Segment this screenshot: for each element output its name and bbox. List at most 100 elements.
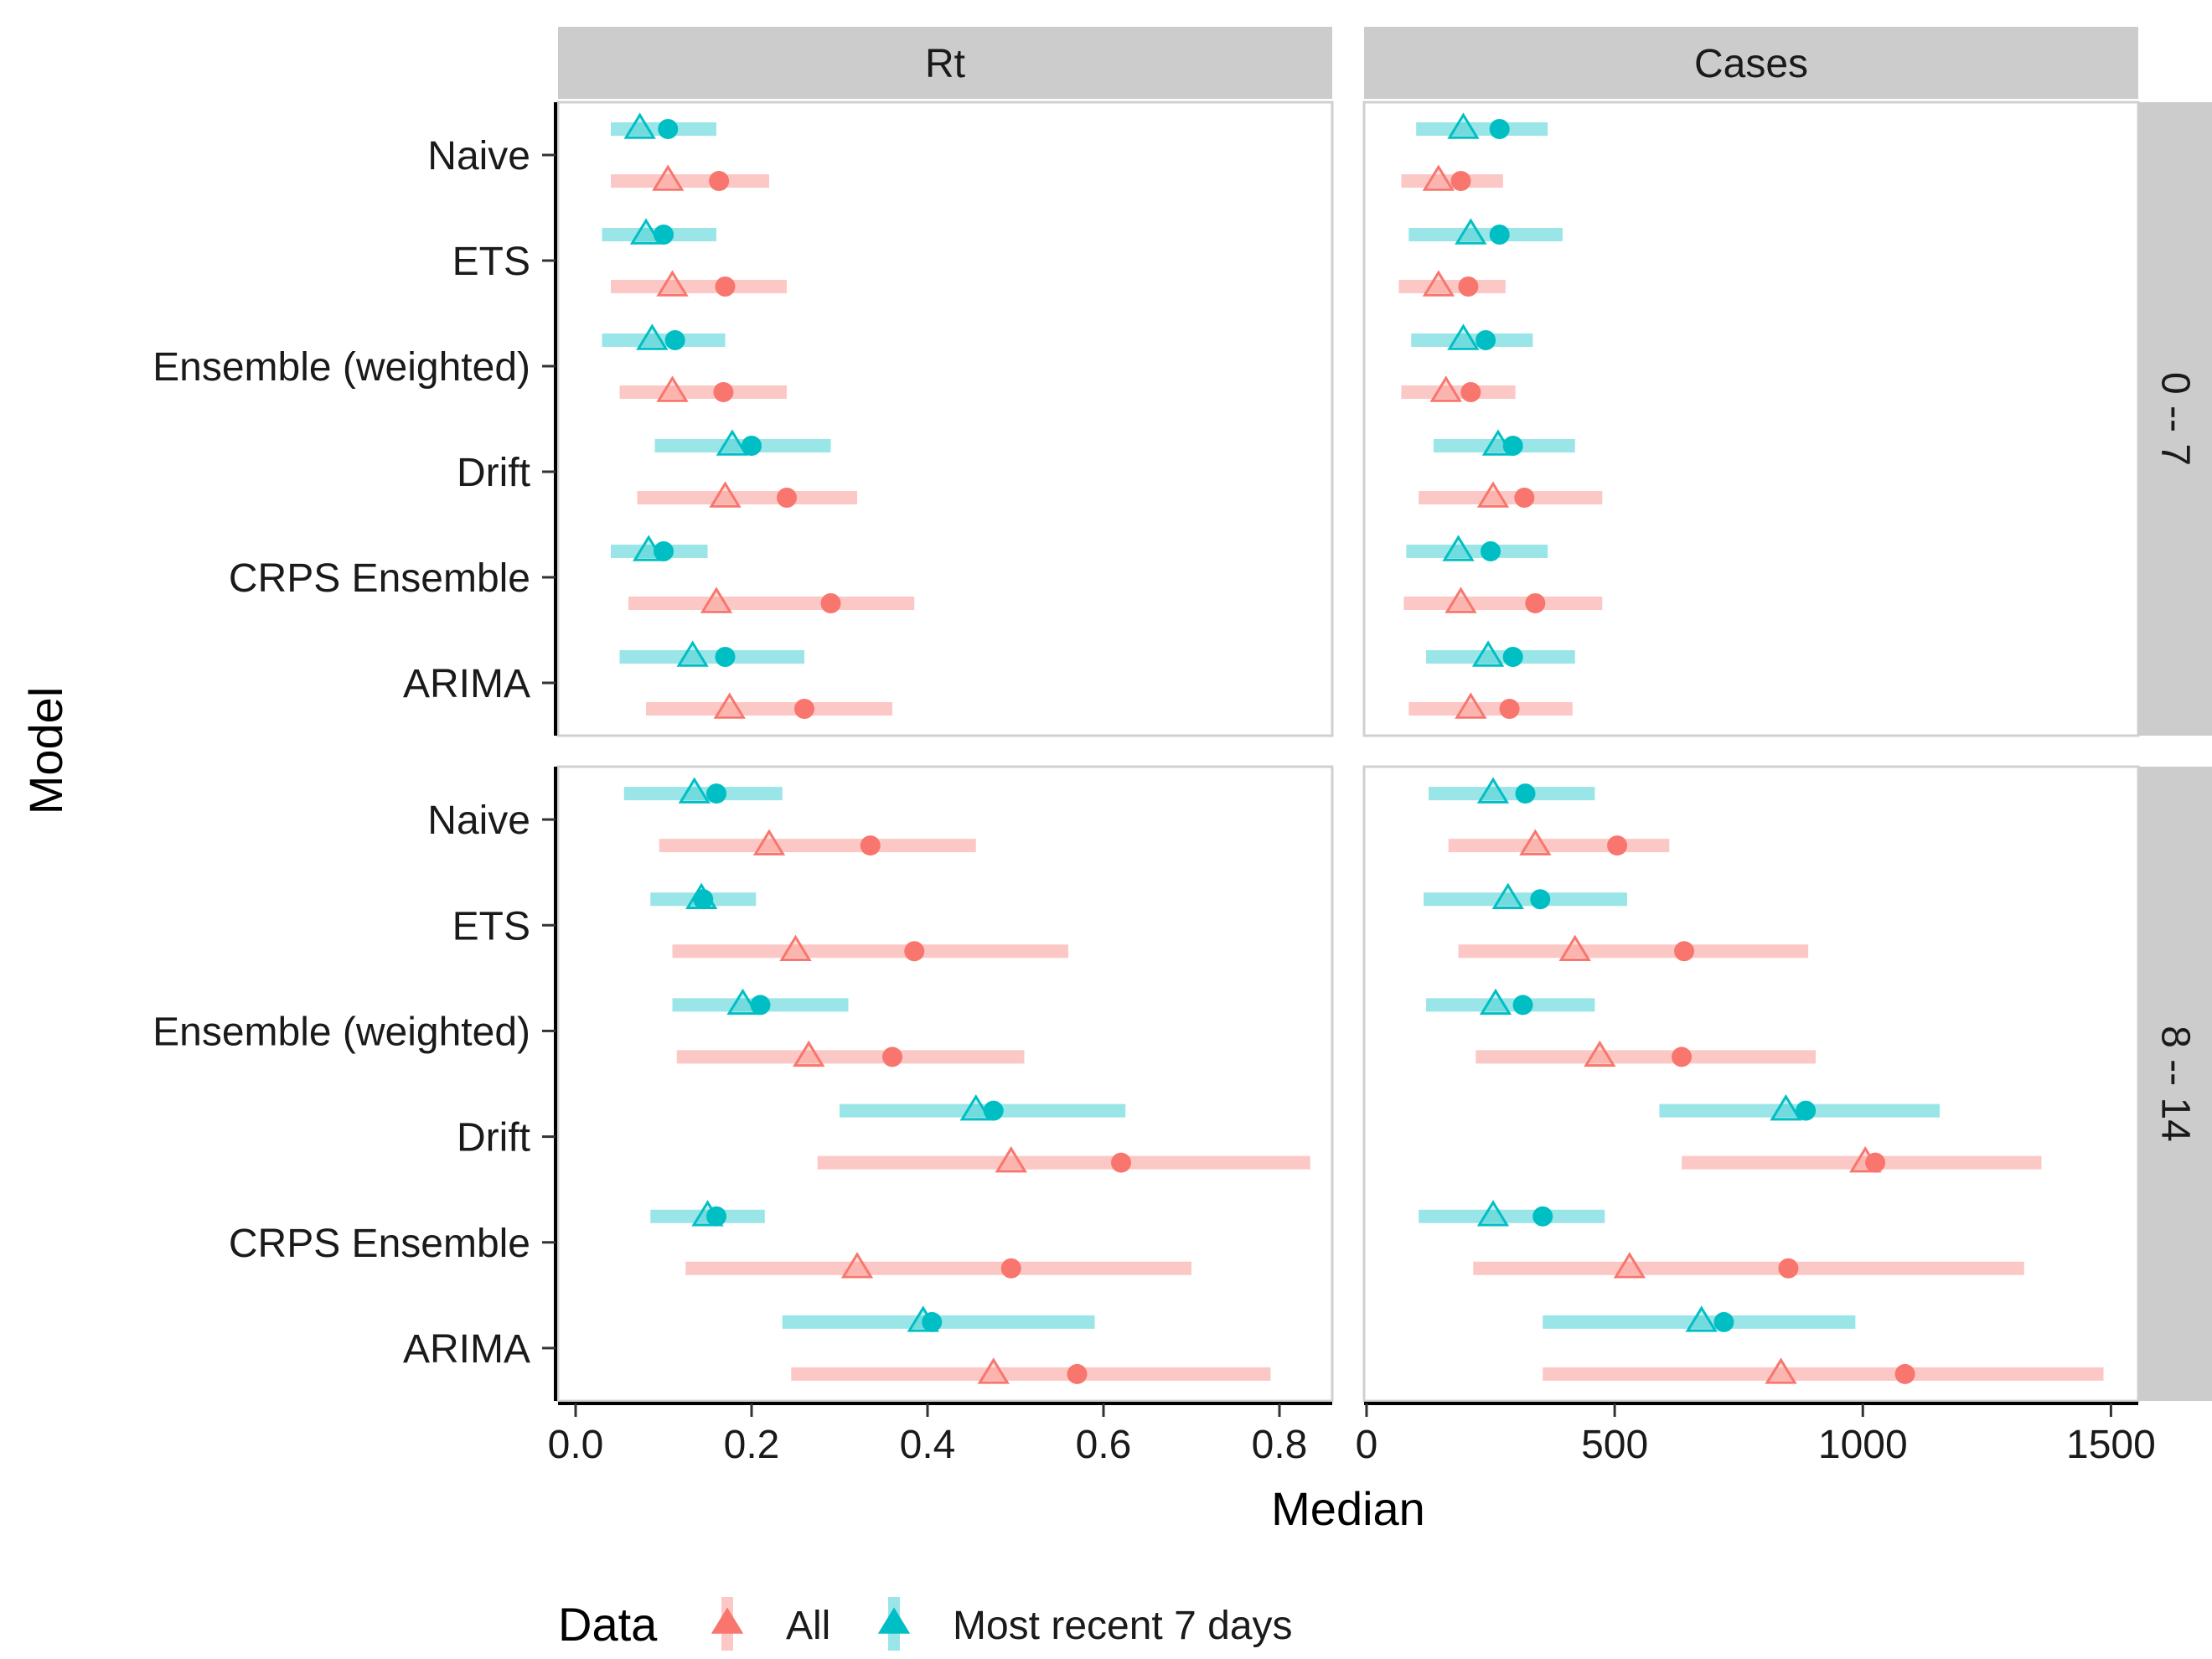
triangle-marker-ensemble-weighted-all-r0-c0: [656, 375, 689, 402]
y-tick-label-naive: Naive: [427, 798, 530, 843]
circle-marker-ensemble-weighted-recent-r0-c0: [664, 330, 685, 350]
circle-marker-drift-recent-r0-c0: [742, 436, 762, 456]
triangle-marker-crps-ensemble-recent-r0-c1: [1442, 535, 1475, 561]
circle-marker-crps-ensemble-all-r1-c0: [1000, 1258, 1021, 1279]
chart-marks: [602, 112, 2104, 1384]
triangle-marker-ensemble-weighted-recent-r0-c0: [636, 323, 669, 350]
strip-label-rt: Rt: [925, 42, 965, 86]
triangle-marker-naive-recent-r0-c0: [623, 112, 656, 139]
circle-marker-drift-recent-r0-c1: [1502, 436, 1523, 456]
circle-marker-naive-all-r0-c0: [709, 171, 730, 191]
circle-marker-arima-all-r1-c0: [1067, 1363, 1088, 1384]
circle-marker-ets-recent-r1-c1: [1530, 889, 1551, 910]
circle-marker-ets-all-r0-c1: [1458, 276, 1479, 297]
y-tick-label-crps-ensemble: CRPS Ensemble: [229, 1222, 530, 1266]
triangle-marker-drift-all-r1-c0: [995, 1145, 1027, 1173]
circle-marker-naive-recent-r1-c0: [706, 783, 726, 804]
circle-marker-naive-all-r1-c0: [860, 835, 881, 856]
y-tick-label-arima: ARIMA: [403, 662, 530, 706]
panel-frame-r1-c0: [556, 765, 1334, 1403]
triangle-marker-naive-all-r0-c1: [1422, 164, 1455, 191]
row-strip-1: [2138, 102, 2212, 736]
triangle-marker-naive-recent-r0-c1: [1447, 112, 1480, 139]
circle-marker-arima-recent-r0-c1: [1502, 647, 1523, 667]
circle-marker-crps-ensemble-recent-r1-c1: [1532, 1206, 1553, 1227]
triangle-marker-arima-recent-r1-c1: [1685, 1305, 1718, 1332]
triangle-marker-ets-recent-r0-c1: [1455, 218, 1487, 245]
circle-marker-ets-recent-r0-c0: [654, 225, 674, 245]
circle-marker-ets-recent-r1-c0: [693, 889, 714, 910]
triangle-marker-naive-all-r0-c0: [652, 164, 685, 191]
triangle-marker-arima-all-r1-c0: [977, 1357, 1010, 1384]
circle-marker-naive-all-r0-c1: [1450, 171, 1471, 191]
triangle-marker-crps-ensemble-all-r1-c1: [1613, 1252, 1646, 1279]
circle-marker-crps-ensemble-recent-r0-c0: [654, 541, 674, 561]
triangle-marker-ensemble-weighted-recent-r0-c1: [1447, 323, 1480, 350]
circle-marker-naive-recent-r0-c1: [1489, 119, 1510, 139]
circle-marker-ensemble-weighted-all-r0-c0: [713, 382, 734, 402]
triangle-marker-ensemble-weighted-all-r0-c1: [1429, 375, 1462, 402]
x-tick-label-rt-0: 0.0: [548, 1423, 604, 1467]
triangle-marker-crps-ensemble-all-r0-c0: [700, 587, 733, 613]
triangle-marker-ets-recent-r0-c0: [629, 218, 663, 245]
circle-marker-drift-all-r1-c0: [1111, 1152, 1131, 1173]
legend-title: Data: [558, 1598, 658, 1651]
y-tick-label-ets: ETS: [452, 904, 530, 948]
row-strip-label-2: 8 -- 14: [2153, 1026, 2198, 1142]
triangle-marker-drift-recent-r1-c0: [959, 1093, 992, 1121]
triangle-marker-ets-all-r1-c1: [1558, 934, 1591, 962]
circle-marker-arima-recent-r1-c1: [1713, 1311, 1734, 1332]
circle-marker-crps-ensemble-recent-r1-c0: [706, 1206, 726, 1227]
circle-marker-naive-recent-r1-c1: [1515, 783, 1536, 804]
triangle-marker-crps-ensemble-all-r1-c0: [840, 1252, 874, 1279]
circle-marker-crps-ensemble-all-r0-c0: [820, 593, 841, 613]
triangle-marker-drift-all-r0-c1: [1476, 481, 1510, 508]
y-tick-label-naive: Naive: [427, 134, 530, 178]
triangle-marker-ets-all-r0-c1: [1422, 270, 1455, 297]
x-tick-label-cases-2: 1000: [1818, 1423, 1908, 1467]
triangle-marker-arima-all-r0-c1: [1455, 692, 1487, 719]
triangle-marker-ensemble-weighted-all-r1-c1: [1584, 1040, 1616, 1067]
circle-marker-drift-all-r1-c1: [1865, 1152, 1886, 1173]
x-tick-label-cases-0: 0: [1356, 1423, 1378, 1467]
circle-marker-ensemble-weighted-all-r1-c0: [882, 1047, 902, 1067]
triangle-marker-ensemble-weighted-recent-r1-c1: [1479, 988, 1512, 1016]
panel-frame-r1-c1: [1362, 765, 2140, 1403]
triangle-marker-ets-recent-r1-c1: [1491, 882, 1524, 910]
triangle-marker-arima-recent-r0-c1: [1471, 640, 1505, 667]
x-tick-label-cases-3: 1500: [2066, 1423, 2156, 1467]
x-tick-label-rt-1: 0.2: [724, 1423, 780, 1467]
row-strip-2: [2138, 767, 2212, 1401]
y-tick-label-drift: Drift: [457, 1116, 530, 1160]
panel-frame-r0-c1: [1362, 101, 2140, 737]
triangle-marker-arima-all-r0-c0: [713, 692, 746, 719]
triangle-marker-ets-all-r1-c0: [779, 934, 812, 962]
circle-marker-ensemble-weighted-recent-r1-c0: [750, 995, 771, 1016]
triangle-marker-naive-all-r1-c0: [752, 829, 786, 855]
triangle-marker-ensemble-weighted-all-r1-c0: [793, 1040, 825, 1067]
panel-frame-r0-c0: [556, 101, 1334, 737]
legend-label-recent: Most recent 7 days: [953, 1604, 1293, 1648]
chart-labels: Rt Cases 0 -- 7 8 -- 14 Naive ETS Ensemble (we…: [19, 42, 2198, 1535]
y-tick-label-crps-ensemble: CRPS Ensemble: [229, 556, 530, 601]
triangle-marker-arima-all-r1-c1: [1765, 1357, 1797, 1384]
circle-marker-arima-all-r0-c1: [1499, 699, 1520, 719]
circle-marker-ets-all-r1-c1: [1674, 941, 1695, 962]
triangle-marker-naive-recent-r1-c0: [678, 777, 711, 804]
row-strip-label-1: 0 -- 7: [2153, 372, 2198, 466]
circle-marker-ensemble-weighted-all-r1-c1: [1672, 1047, 1693, 1067]
circle-marker-arima-recent-r0-c0: [715, 647, 736, 667]
circle-marker-arima-all-r0-c0: [794, 699, 814, 719]
legend: Data All Most recent 7 days: [558, 1597, 1293, 1651]
y-tick-label-ets: ETS: [452, 240, 530, 284]
x-tick-label-rt-2: 0.4: [900, 1423, 956, 1467]
strip-cases: [1364, 27, 2138, 99]
circle-marker-drift-recent-r1-c1: [1796, 1100, 1817, 1121]
triangle-marker-naive-recent-r1-c1: [1476, 777, 1510, 804]
circle-marker-crps-ensemble-all-r1-c1: [1778, 1258, 1799, 1279]
triangle-marker-drift-recent-r0-c0: [716, 429, 749, 456]
circle-marker-ets-recent-r0-c1: [1489, 225, 1510, 245]
y-tick-label-drift: Drift: [457, 451, 530, 495]
legend-label-all: All: [786, 1604, 830, 1648]
